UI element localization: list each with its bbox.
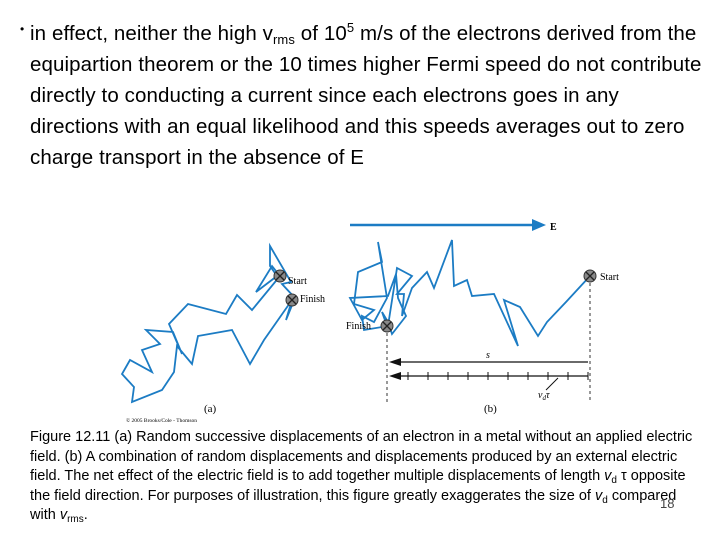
displacement-s-label: s	[486, 350, 490, 361]
start-label-a: Start	[288, 276, 307, 287]
start-label-b: Start	[600, 272, 619, 283]
displacement-s-head	[389, 358, 401, 366]
bullet-mark: •	[20, 22, 25, 36]
figure-electron-paths: E Start Finish Start Finish s vdτ (a) (b…	[120, 219, 619, 424]
finish-label-b: Finish	[346, 321, 371, 332]
finish-label-a: Finish	[300, 294, 325, 305]
vd-tau-pointer	[545, 377, 559, 391]
field-arrow-head	[532, 219, 546, 231]
copyright-text: © 2005 Brooks/Cole - Thomson	[126, 417, 197, 424]
body-paragraph: in effect, neither the high vrms of 105 …	[30, 20, 702, 169]
random-path-a	[120, 242, 297, 404]
drift-segment-ticks	[407, 372, 589, 380]
figure-caption: Figure 12.11 (a) Random successive displ…	[30, 429, 693, 525]
random-path-b	[348, 239, 591, 347]
panel-label-a: (a)	[204, 403, 217, 415]
page-number: 18	[660, 496, 675, 511]
field-label-e: E	[550, 222, 557, 233]
drift-segments-head	[389, 372, 401, 380]
panel-label-b: (b)	[484, 403, 497, 415]
vd-tau-label: vdτ	[538, 390, 550, 402]
